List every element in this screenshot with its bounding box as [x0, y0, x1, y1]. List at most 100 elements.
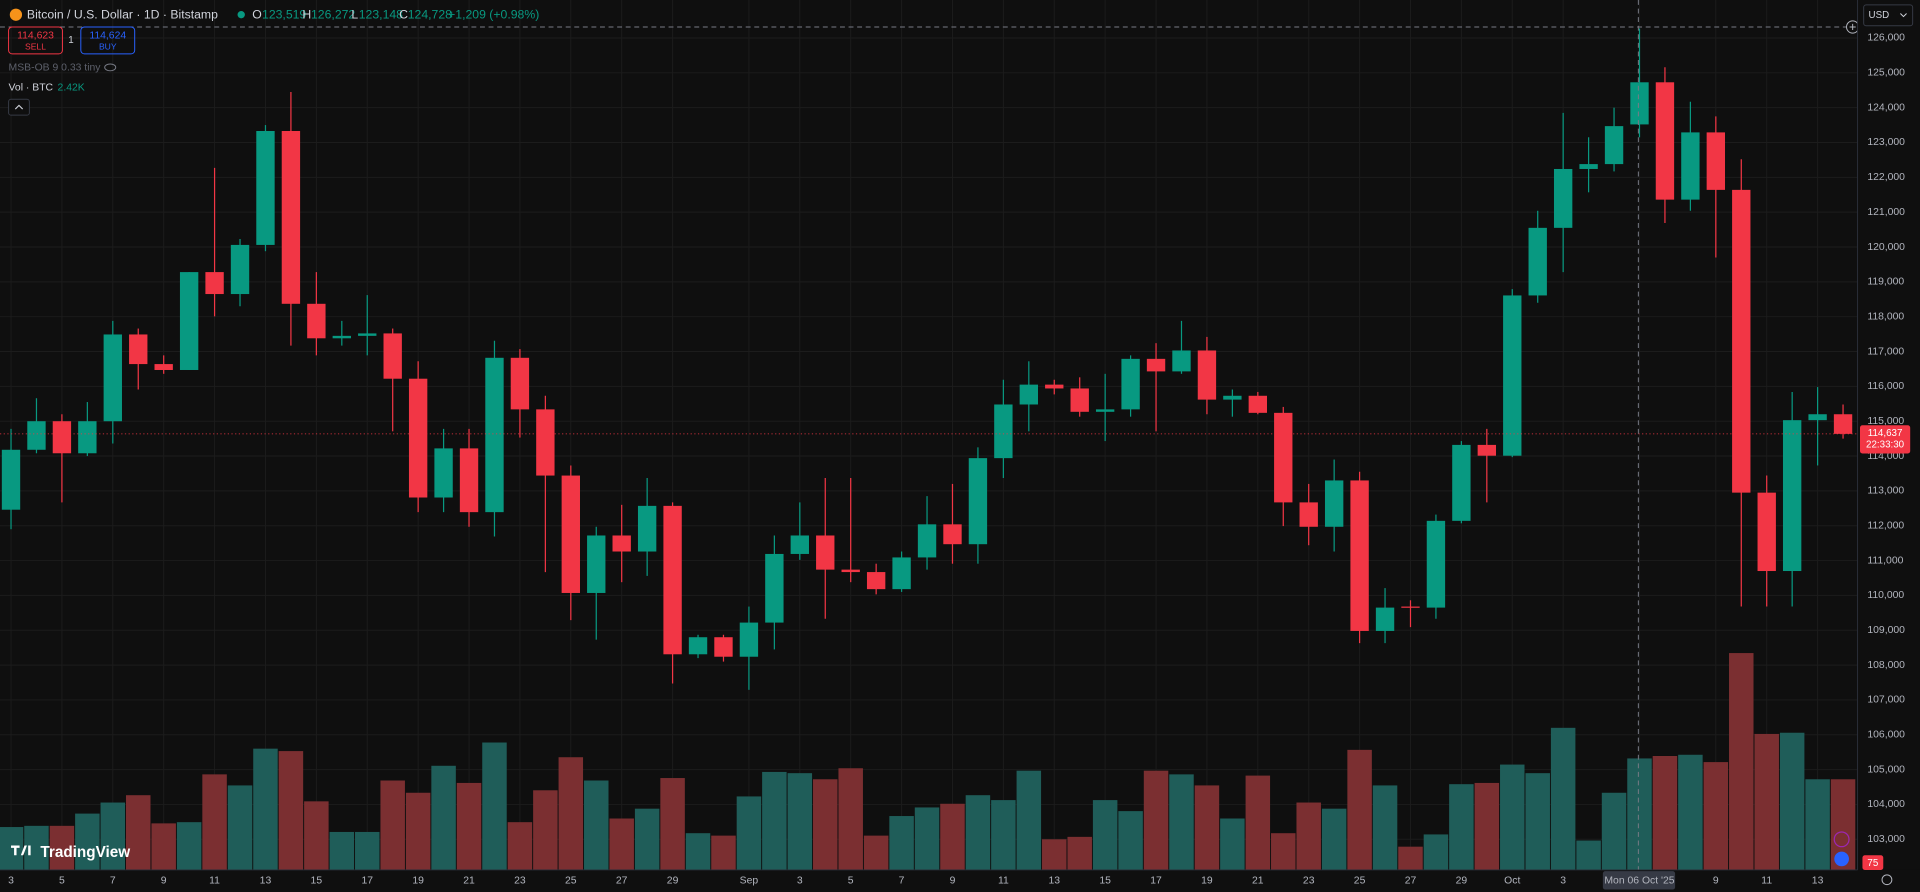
- candle-body: [358, 333, 377, 336]
- candle-body: [1172, 350, 1191, 372]
- x-tick-label: 21: [463, 876, 475, 887]
- candle-body: [485, 357, 504, 513]
- currency-select[interactable]: [1863, 4, 1914, 27]
- candle-body: [1045, 384, 1064, 389]
- currency-label: USD: [1869, 10, 1890, 21]
- candle-body: [765, 553, 784, 623]
- volume-bar: [507, 822, 533, 870]
- candle-body: [332, 335, 351, 339]
- ohlc-value: 124,728: [408, 8, 452, 22]
- time-axis: [0, 869, 1920, 892]
- news-icon[interactable]: [1834, 851, 1849, 867]
- volume-bar: [1321, 808, 1347, 870]
- collapse-button[interactable]: [8, 98, 30, 116]
- ohlc-key: L: [351, 8, 358, 22]
- volume-bar: [533, 790, 558, 870]
- volume-bar: [253, 748, 278, 870]
- volume-bar: [227, 785, 253, 870]
- candle-body: [943, 524, 962, 545]
- candle-body: [637, 505, 657, 552]
- buy-button[interactable]: [80, 26, 136, 55]
- y-tick-label: 115,000: [1867, 416, 1904, 427]
- y-tick-label: 105,000: [1867, 764, 1905, 775]
- x-tick-label: 17: [361, 876, 373, 887]
- x-tick-label: 5: [59, 876, 65, 887]
- x-tick-label: 23: [514, 876, 526, 887]
- x-tick-label: 27: [616, 876, 628, 887]
- price-tag: 114,637 22:33:30: [1860, 425, 1911, 454]
- x-tick-label: 11: [1761, 876, 1772, 887]
- volume-bar: [1067, 836, 1092, 870]
- volume-bar: [75, 813, 100, 870]
- y-tick-label: 122,000: [1867, 172, 1905, 183]
- volume-bar: [1423, 834, 1449, 870]
- candle-body: [1833, 414, 1853, 434]
- y-tick-label: 109,000: [1867, 625, 1905, 636]
- volume-bar: [482, 742, 507, 870]
- candle-body: [179, 272, 199, 370]
- candle-body: [917, 524, 937, 558]
- candle-body: [510, 357, 530, 410]
- x-tick-label: 17: [1150, 876, 1162, 887]
- x-tick-label: 21: [1252, 876, 1264, 887]
- badge-box[interactable]: [1862, 855, 1884, 870]
- x-tick-label: 15: [311, 876, 323, 887]
- x-tick-label: 7: [110, 876, 116, 887]
- ohlc-key: C: [399, 8, 408, 22]
- x-tick-label: 29: [1456, 876, 1468, 887]
- volume-bar: [1729, 653, 1754, 870]
- candle-body: [1706, 132, 1726, 190]
- candle-body: [459, 448, 479, 513]
- price-tag-box: [1860, 425, 1911, 454]
- candle-body: [1019, 384, 1038, 405]
- sell-price: 114,623: [17, 30, 54, 41]
- candle-body: [994, 404, 1013, 459]
- x-tick-label: 25: [565, 876, 577, 887]
- volume-bar: [685, 833, 711, 870]
- x-tick-label: 27: [1405, 876, 1417, 887]
- candle-body: [1324, 480, 1344, 527]
- market-status: [237, 11, 245, 19]
- volume-bar: [151, 823, 176, 870]
- volume-bar: [558, 757, 584, 870]
- volume-bar: [1271, 833, 1296, 870]
- y-tick-label: 106,000: [1867, 730, 1905, 741]
- volume-value: 2.42K: [58, 82, 85, 93]
- y-tick-label: 113,000: [1867, 486, 1904, 497]
- y-tick-label: 116,000: [1867, 381, 1904, 392]
- settings-icon[interactable]: [1881, 874, 1893, 886]
- volume-bar: [1550, 727, 1576, 870]
- volume-bar: [1601, 792, 1627, 870]
- x-tick-label: 9: [950, 876, 956, 887]
- x-tick-label: 29: [667, 876, 679, 887]
- volume-bar: [1779, 732, 1805, 870]
- x-tick-label: Mon 06 Oct '25: [1604, 876, 1674, 887]
- volume-bar: [0, 827, 24, 870]
- volume-bar: [1474, 782, 1500, 870]
- candle-body: [1579, 164, 1598, 169]
- sell-button[interactable]: [8, 26, 63, 55]
- candle-body: [154, 364, 173, 370]
- symbol-title[interactable]: Bitcoin / U.S. Dollar · 1D · Bitstamp: [27, 8, 218, 22]
- candle-body: [52, 421, 72, 454]
- y-tick-label: 110,000: [1867, 590, 1904, 601]
- x-tick-label: 25: [1354, 876, 1366, 887]
- price-tag-price: 114,637: [1868, 428, 1903, 439]
- chevron-icon: [14, 104, 24, 110]
- indicator-legend[interactable]: MSB-OB 9 0.33 tiny: [9, 63, 102, 74]
- price-tag-countdown: 22:33:30: [1866, 439, 1905, 450]
- visibility-icon[interactable]: [104, 63, 117, 72]
- y-tick-label: 124,000: [1867, 102, 1905, 113]
- assistant-icon[interactable]: [1833, 831, 1850, 848]
- volume-bar: [1296, 802, 1321, 870]
- y-tick-label: 126,000: [1867, 33, 1905, 44]
- volume-bar: [1805, 779, 1830, 870]
- candle-body: [1299, 502, 1318, 527]
- candle-body: [78, 421, 97, 454]
- x-tick-label: 11: [209, 876, 220, 887]
- y-tick-label: 117,000: [1867, 346, 1904, 357]
- y-tick-label: 111,000: [1867, 555, 1903, 566]
- volume-legend[interactable]: Vol · BTC: [9, 82, 54, 93]
